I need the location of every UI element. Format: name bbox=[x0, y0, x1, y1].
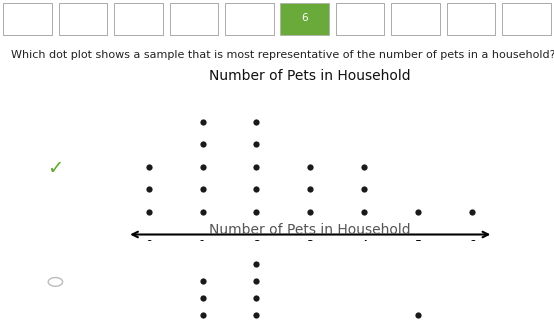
Text: 1: 1 bbox=[24, 13, 31, 23]
Text: 3: 3 bbox=[135, 13, 142, 23]
Text: Which dot plot shows a sample that is most representative of the number of pets : Which dot plot shows a sample that is mo… bbox=[11, 50, 554, 60]
Text: 9: 9 bbox=[468, 13, 474, 23]
Title: Number of Pets in Household: Number of Pets in Household bbox=[209, 223, 411, 237]
Text: 2: 2 bbox=[80, 13, 86, 23]
Text: 7: 7 bbox=[357, 13, 363, 23]
Text: ✓: ✓ bbox=[47, 159, 64, 178]
Text: 5: 5 bbox=[246, 13, 253, 23]
Text: 6: 6 bbox=[301, 13, 308, 23]
Title: Number of Pets in Household: Number of Pets in Household bbox=[209, 69, 411, 83]
FancyBboxPatch shape bbox=[280, 3, 329, 36]
Text: 4: 4 bbox=[191, 13, 197, 23]
Text: 8: 8 bbox=[412, 13, 419, 23]
Text: 10: 10 bbox=[520, 13, 533, 23]
